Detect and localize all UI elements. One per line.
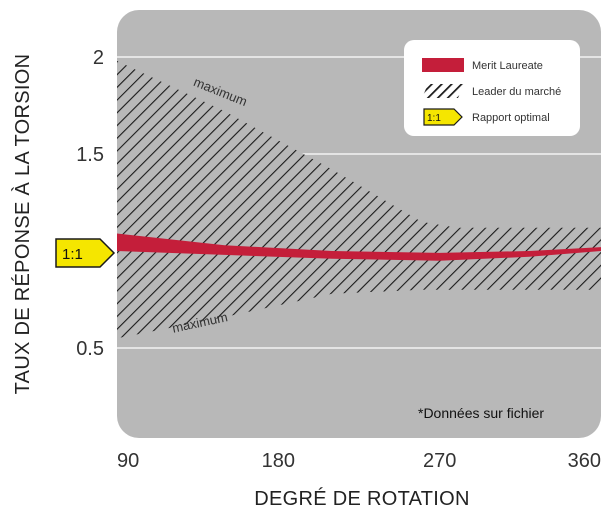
optimal-ratio-badge-label: 1:1 <box>62 246 83 263</box>
legend-label-optimal: Rapport optimal <box>472 112 550 124</box>
y-tick-label-1: 1.5 <box>76 144 104 166</box>
legend-swatch-merit <box>422 58 464 72</box>
y-axis-title: TAUX DE RÉPONSE À LA TORSION <box>11 54 34 395</box>
x-tick-label-0: 90 <box>117 450 139 472</box>
x-tick-label-3: 360 <box>568 450 601 472</box>
x-axis-title: DEGRÉ DE ROTATION <box>254 487 469 510</box>
optimal-ratio-badge-shape <box>55 238 116 268</box>
legend-label-leader: Leader du marché <box>472 86 561 98</box>
x-tick-label-1: 180 <box>262 450 295 472</box>
legend: Merit Laureate Leader du marché 1:1 Rapp… <box>404 40 580 136</box>
band-merit-laureate <box>117 233 601 261</box>
legend-swatch-leader <box>422 84 464 98</box>
x-tick-labels: 90 180 270 360 <box>117 450 601 472</box>
legend-label-merit: Merit Laureate <box>472 60 543 72</box>
x-tick-label-2: 270 <box>423 450 456 472</box>
bands <box>117 60 601 339</box>
footnote: *Données sur fichier <box>418 405 544 421</box>
band-leader-du-marche <box>117 60 601 339</box>
legend-swatch-optimal-label: 1:1 <box>427 113 441 124</box>
optimal-ratio-badge: 1:1 <box>55 238 116 268</box>
legend-swatch-optimal <box>423 108 463 126</box>
y-tick-label-2: 2 <box>93 47 104 69</box>
y-tick-labels: 0.5 1.5 2 <box>76 47 104 360</box>
y-tick-label-0: 0.5 <box>76 338 104 360</box>
